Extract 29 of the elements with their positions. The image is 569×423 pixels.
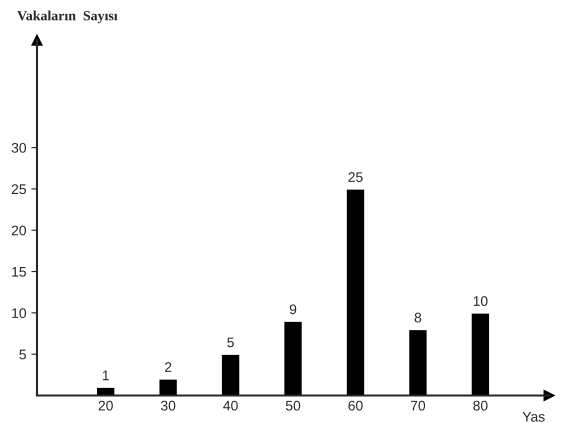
x-tick-label: 20 [98,400,113,411]
x-tick-label: 30 [160,400,176,411]
y-axis-title: Vakaların Sayısı [17,10,118,24]
data-label: 9 [290,304,296,314]
bar [470,312,490,396]
y-tick-label: 15 [12,267,26,277]
x-tick-label: 40 [223,400,238,411]
y-tick-label: 10 [12,308,26,318]
y-tick-label: 20 [12,226,26,236]
bar [96,386,116,396]
y-tick-label: 5 [19,350,26,360]
x-tick-label: 60 [348,400,363,411]
x-axis-title: Yas [522,412,545,422]
x-tick-label: 70 [410,400,426,411]
data-label: 8 [414,312,422,322]
bar [158,378,178,396]
x-tick-label: 50 [286,400,300,411]
bar [408,328,428,396]
data-label: 25 [348,172,363,182]
data-label: 10 [474,296,488,306]
data-label: 2 [164,362,172,372]
x-tick-label: 80 [473,400,488,411]
y-tick-label: 30 [12,142,26,153]
data-label: 1 [102,370,109,380]
bar [220,353,241,396]
bar [345,188,366,396]
y-tick-label: 25 [12,184,26,194]
data-label: 5 [227,338,234,348]
bar [282,320,304,396]
